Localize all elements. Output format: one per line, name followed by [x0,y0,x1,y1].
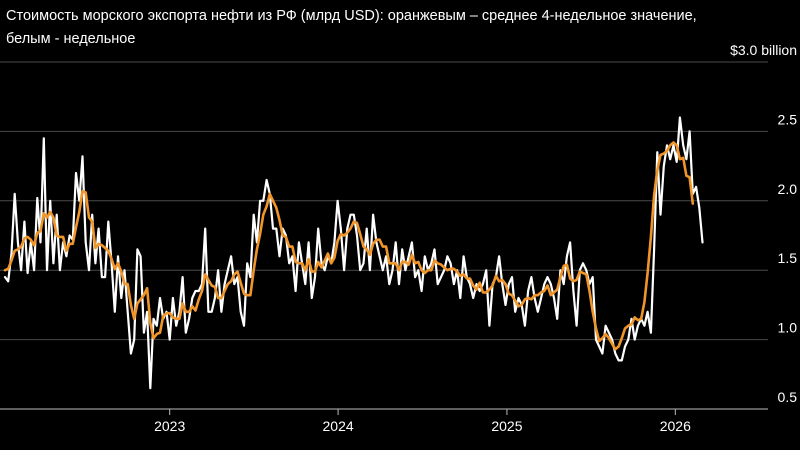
gridlines [0,61,768,410]
x-tick-label: 2024 [323,418,354,434]
avg4w-series-line [3,141,695,351]
y-tick-label: 2.5 [778,111,798,127]
x-tick-label: 2025 [491,418,522,434]
chart-title: Стоимость морского экспорта нефти из РФ … [6,8,697,47]
x-axis: 2023 2024 2025 2026 [0,408,768,434]
y-tick-label: 1.0 [778,320,798,336]
y-tick-label: 1.5 [778,250,798,266]
x-tick-label: 2026 [660,418,691,434]
weekly-series-line [3,116,704,390]
y-tick-label: 0.5 [778,389,798,405]
x-tick-label: 2023 [154,418,185,434]
y-axis-labels: $3.0 billion 2.5 2.0 1.5 1.0 0.5 [730,42,797,405]
series-lines [3,116,704,390]
y-tick-label: 2.0 [778,181,798,197]
y-axis-unit-label: $3.0 billion [730,42,797,58]
